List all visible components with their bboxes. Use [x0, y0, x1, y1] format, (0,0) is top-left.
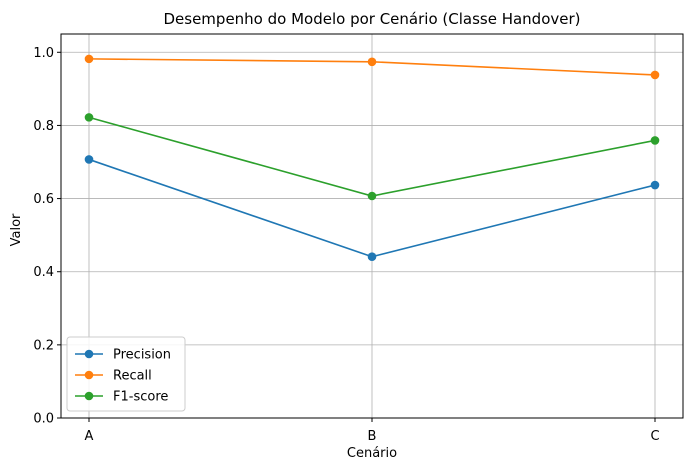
x-tick-label: B	[368, 429, 377, 444]
y-tick-label: 0.6	[33, 192, 54, 207]
legend-label: F1-score	[113, 390, 168, 405]
legend-label: Precision	[113, 348, 171, 363]
data-point	[650, 70, 660, 80]
chart-title: Desempenho do Modelo por Cenário (Classe…	[163, 10, 580, 28]
legend: Precision Recall F1-score	[66, 336, 186, 412]
y-tick-label: 0.4	[33, 265, 54, 280]
x-tick-label: C	[650, 429, 659, 444]
legend-marker	[84, 391, 94, 401]
data-point	[367, 191, 377, 201]
data-point	[650, 180, 660, 190]
data-point	[367, 252, 377, 262]
data-point	[650, 136, 660, 145]
y-tick-label: 0.8	[33, 119, 54, 134]
y-tick-label: 0.0	[33, 412, 54, 427]
legend-marker	[84, 370, 94, 380]
legend-marker	[84, 349, 94, 359]
y-tick-label: 1.0	[33, 46, 54, 61]
x-tick-label: A	[85, 429, 94, 444]
x-axis-label: Cenário	[347, 446, 397, 461]
data-point	[84, 155, 94, 164]
legend-box	[66, 336, 186, 412]
y-tick-label: 0.2	[33, 338, 54, 353]
data-point	[84, 113, 94, 122]
y-axis-label: Valor	[9, 213, 24, 246]
data-point	[84, 54, 94, 64]
data-point	[367, 57, 377, 67]
legend-label: Recall	[113, 369, 152, 384]
axes: 0.0 0.2 0.4 0.6 0.8 1.0 A B C	[33, 33, 684, 444]
series-group	[84, 54, 660, 262]
